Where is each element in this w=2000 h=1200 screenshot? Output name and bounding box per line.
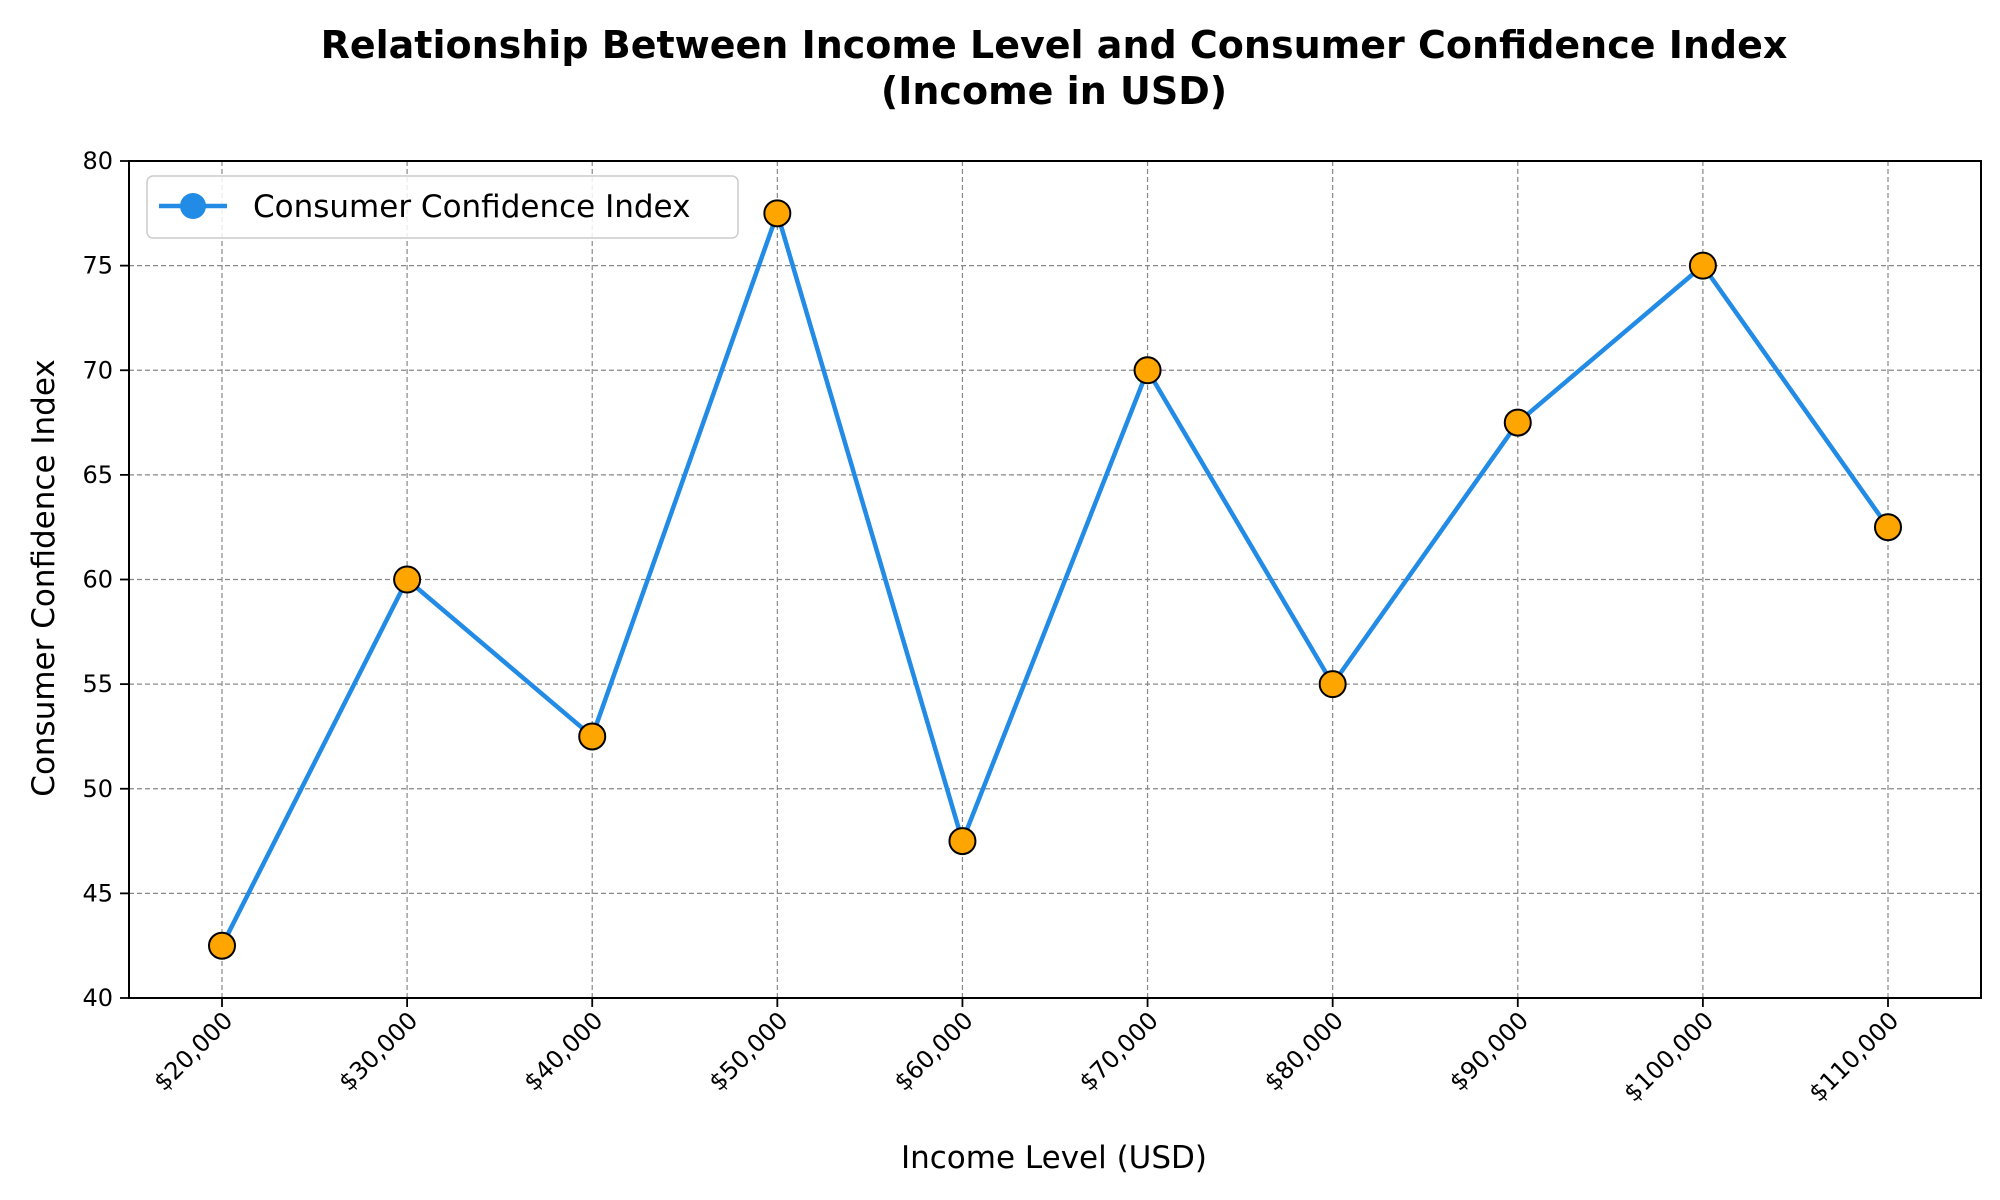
series-line-consumer-confidence bbox=[219, 211, 1890, 947]
y-tick-label-70: 70 bbox=[82, 356, 113, 384]
legend: Consumer Confidence Index bbox=[146, 175, 739, 239]
chart-title-line-1: Relationship Between Income Level and Co… bbox=[321, 23, 1788, 67]
data-point-3 bbox=[763, 199, 792, 228]
y-tick-label-80: 80 bbox=[82, 147, 113, 175]
x-tick-label-0: $20,000 bbox=[148, 1006, 238, 1096]
x-tick-label-5: $70,000 bbox=[1074, 1006, 1164, 1096]
chart-title-line-2: (Income in USD) bbox=[881, 69, 1227, 113]
x-axis-ticks: $20,000 $30,000 $40,000 $50,000 $60,000 $70,0… bbox=[148, 998, 1904, 1107]
data-point-4 bbox=[948, 827, 977, 856]
x-tick-label-8: $100,000 bbox=[1618, 1006, 1719, 1107]
data-point-1 bbox=[393, 565, 422, 594]
x-tick-label-4: $60,000 bbox=[889, 1006, 979, 1096]
x-tick-label-6: $80,000 bbox=[1259, 1006, 1349, 1096]
y-axis-ticks: 40 45 50 55 60 65 70 75 80 bbox=[82, 147, 129, 1012]
y-axis-label: Consumer Confidence Index bbox=[26, 359, 62, 796]
data-point-7 bbox=[1503, 408, 1532, 437]
legend-box bbox=[146, 175, 739, 239]
y-tick-label-75: 75 bbox=[82, 252, 113, 280]
data-point-5 bbox=[1133, 356, 1162, 385]
data-point-6 bbox=[1318, 670, 1347, 699]
y-tick-label-50: 50 bbox=[82, 775, 113, 803]
y-tick-label-45: 45 bbox=[82, 879, 113, 907]
legend-entry-consumer-confidence: Consumer Confidence Index bbox=[253, 189, 690, 225]
x-tick-label-3: $50,000 bbox=[704, 1006, 794, 1096]
grid bbox=[129, 160, 1981, 999]
x-tick-label-1: $30,000 bbox=[333, 1006, 423, 1096]
series-markers bbox=[208, 199, 1902, 960]
y-tick-label-65: 65 bbox=[82, 461, 113, 489]
data-point-8 bbox=[1688, 251, 1717, 280]
data-point-2 bbox=[578, 722, 607, 751]
x-tick-label-7: $90,000 bbox=[1444, 1006, 1534, 1096]
y-tick-label-60: 60 bbox=[82, 566, 113, 594]
y-tick-label-40: 40 bbox=[82, 984, 113, 1012]
y-tick-label-55: 55 bbox=[82, 670, 113, 698]
data-point-9 bbox=[1874, 513, 1902, 542]
x-axis-label: Income Level (USD) bbox=[901, 1140, 1207, 1176]
x-tick-label-9: $110,000 bbox=[1803, 1006, 1904, 1107]
legend-marker-swatch bbox=[180, 193, 206, 219]
x-tick-label-2: $40,000 bbox=[518, 1006, 608, 1096]
plot-area-frame bbox=[128, 160, 1982, 999]
data-point-0 bbox=[208, 931, 236, 960]
